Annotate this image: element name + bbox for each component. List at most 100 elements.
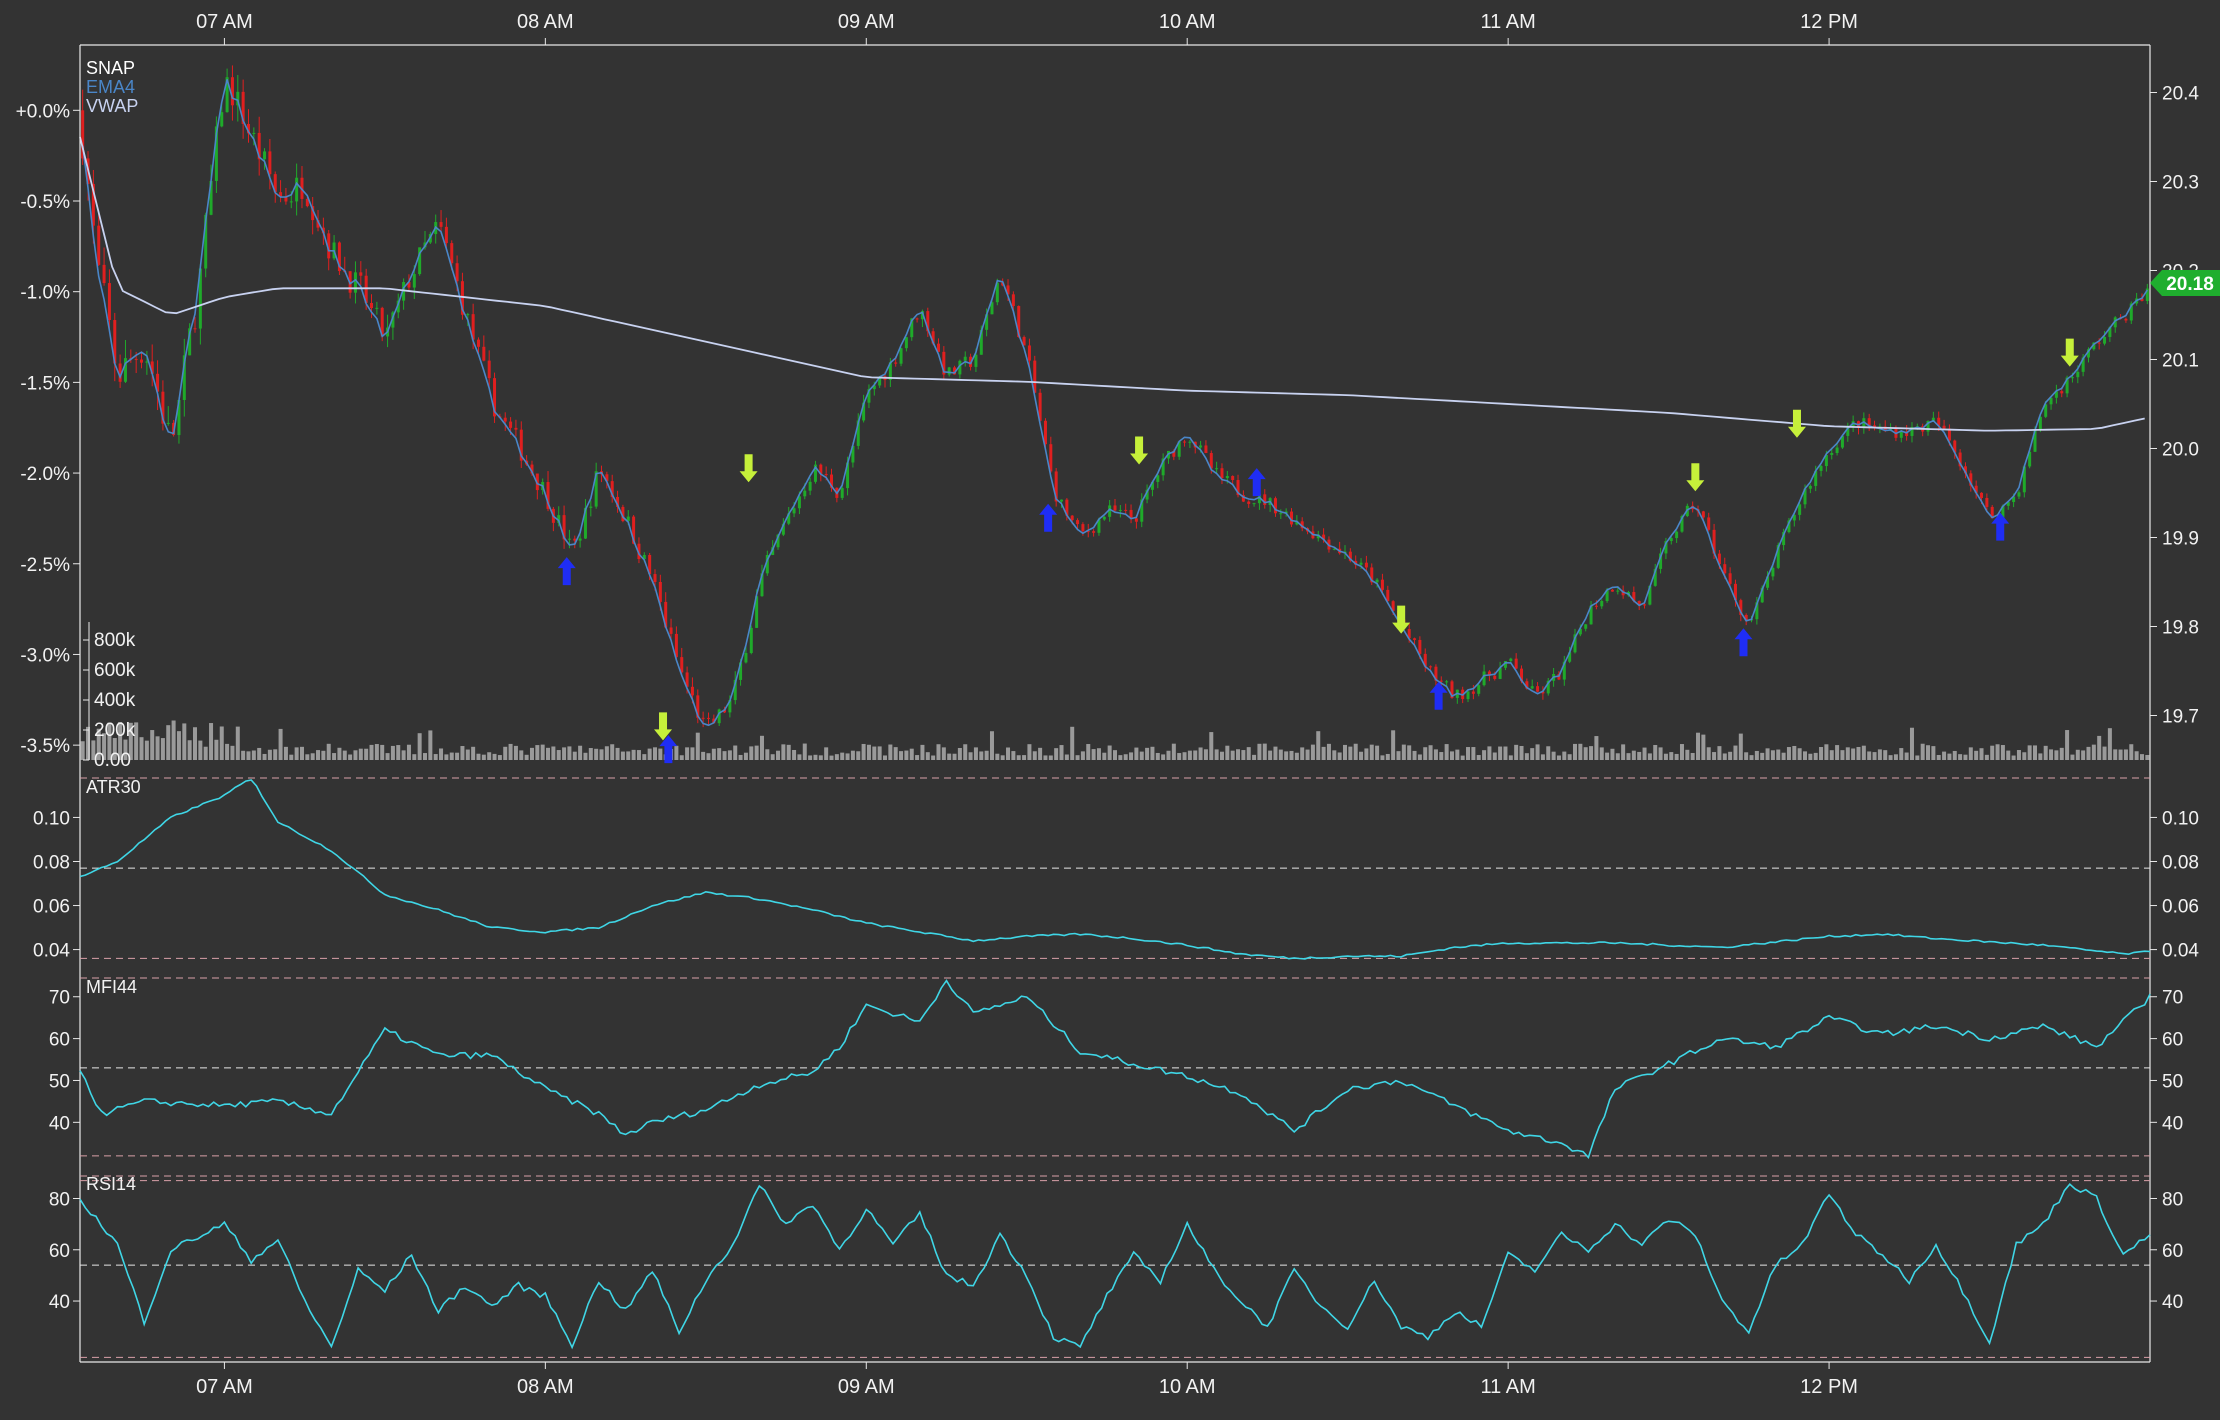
candle-body-down [942,351,946,375]
candle-body-up [1199,445,1203,448]
candle-body-down [1733,583,1737,601]
volume-bar [1252,754,1257,760]
candle-body-down [1937,417,1941,426]
candle-body-up [1782,532,1786,546]
volume-bar [989,731,994,760]
candle-body-up [872,385,876,390]
candle-body-down [830,474,834,488]
volume-bar [1701,734,1706,760]
volume-bar [952,753,957,760]
last-price-badge-shape [2150,270,2220,296]
volume-bar [2129,744,2134,760]
candle-body-up [567,538,571,540]
candle-body-down [915,318,919,320]
volume-bar [1369,744,1374,760]
volume-bar [2000,745,2005,760]
volume-bar [487,752,492,760]
candle-body-down [1086,531,1090,533]
volume-bar [1904,752,1909,760]
volume-bar [1444,744,1449,760]
volume-bar [497,755,502,760]
volume-bar [722,751,727,760]
volume-bar [1669,752,1674,760]
volume-bar [134,722,139,760]
volume-bar [1909,727,1914,760]
candle-body-down [674,633,678,658]
volume-bar [1877,749,1882,760]
candle-body-down [1707,517,1711,530]
candle-body-up [1755,602,1759,620]
candle-body-up [263,151,267,160]
volume-bar [968,752,973,760]
candle-body-down [1011,294,1015,307]
volume-bar [439,748,444,760]
volume-bar [2027,745,2032,760]
candle-body-down [1348,551,1352,561]
candle-body-down [1043,420,1047,445]
candle-body-down [1370,567,1374,583]
candle-body-down [1632,592,1636,602]
candle-body-down [134,358,138,360]
volume-bar [305,754,310,760]
volume-bar [96,728,101,760]
candle-body-down [1487,671,1491,676]
volume-bar [1449,751,1454,760]
candle-body-down [819,464,823,475]
candle-body-down [1391,601,1395,611]
indicator-rsi14: RSI14 [86,1174,136,1194]
candle-body-up [209,180,213,215]
volume-bar [1139,751,1144,760]
candle-body-up [920,311,924,320]
legend-entry-ema4: EMA4 [86,77,135,97]
candle-body-up [1375,579,1379,583]
candle-body-down [1525,681,1529,689]
candle-body-down [487,360,491,379]
indicator-tick-label-left-40: 40 [49,1113,70,1134]
volume-bar [1658,747,1663,760]
candle-body-up [2145,288,2149,301]
candle-body-down [1022,337,1026,346]
candle-body-up [985,314,989,330]
volume-bar [337,747,342,760]
volume-bar [1861,745,1866,760]
candle-body-up [749,627,753,654]
volume-bar [1353,743,1358,760]
candle-body-up [1830,452,1834,455]
volume-bar [754,745,759,760]
volume-bar [984,750,989,760]
volume-bar [2123,749,2128,760]
legend: SNAP EMA4 VWAP [86,58,138,116]
candle-body-down [1974,485,1978,493]
candle-body-down [327,233,331,259]
candle-body-up [295,177,299,202]
candle-body-up [1316,534,1320,539]
volume-bar [1300,747,1305,760]
candle-body-up [2001,505,2005,521]
indicator-tick-label-right-60: 60 [2162,1241,2183,1262]
candle-body-up [1161,458,1165,476]
volume-bar [973,747,978,760]
candle-body-up [765,554,769,574]
candle-body-up [2092,342,2096,350]
volume-bar [1022,755,1027,760]
candle-body-up [1840,435,1844,448]
indicator-tick-label-right-0-04: 0.04 [2162,941,2199,962]
volume-bar [1107,745,1112,760]
candle-body-up [2070,377,2074,379]
volume-bar [1102,752,1107,760]
buy-signal-arrow [1734,628,1753,657]
candle-body-up [1589,605,1593,625]
candle-body-down [1942,425,1946,429]
volume-bar [1257,743,1262,760]
candle-body-up [123,358,127,382]
candle-body-down [1867,418,1871,426]
candle-body-up [1150,481,1154,490]
volume-bar [1310,744,1315,760]
top-time-tick-09-am: 09 AM [838,11,895,33]
volume-bar [706,753,711,760]
volume-bar [476,753,481,760]
volume-bar [2075,749,2080,760]
candle-body-up [402,281,406,301]
candle-body-up [899,348,903,364]
candle-body-up [557,515,561,523]
